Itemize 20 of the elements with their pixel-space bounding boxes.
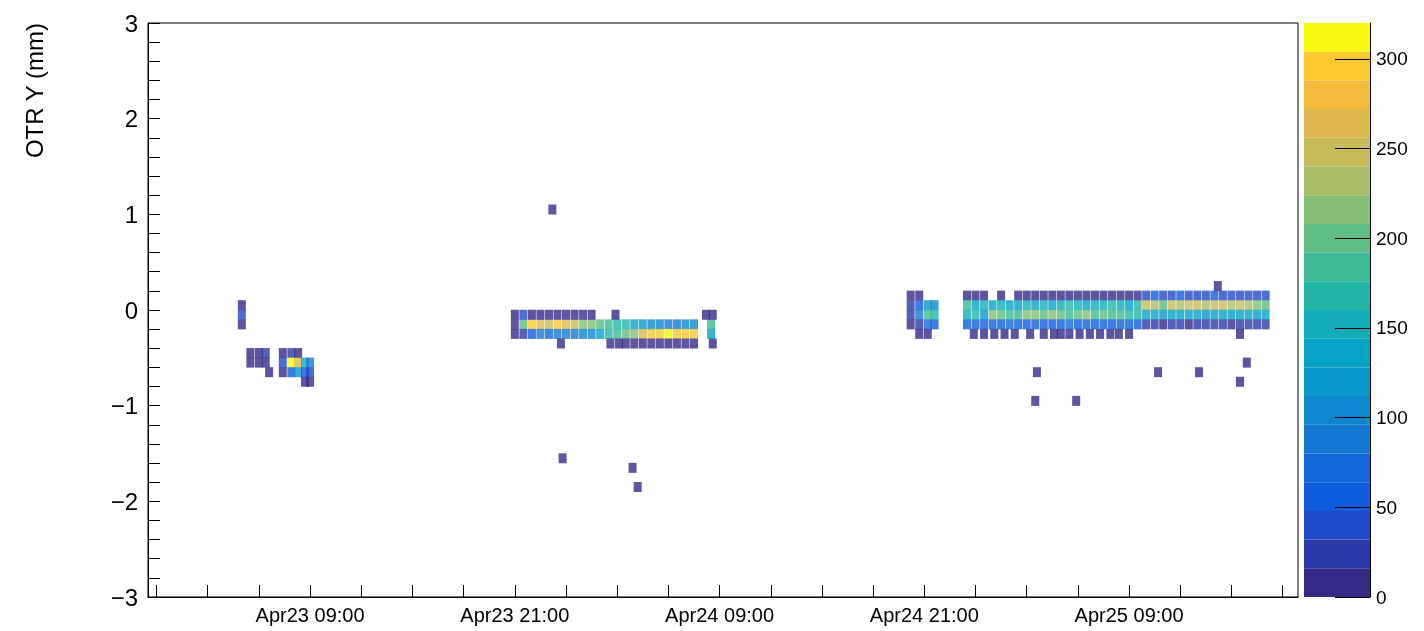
color-bar-label: 300 [1376, 48, 1408, 70]
color-bar-label: 100 [1376, 407, 1408, 429]
color-bar-label: 0 [1376, 586, 1387, 608]
y-tick-label: −1 [110, 392, 138, 420]
y-tick-label: 2 [124, 105, 138, 133]
x-tick-label: Apr25 09:00 [1074, 604, 1184, 626]
y-axis-title: OTR Y (mm) [20, 23, 48, 159]
color-bar-label: 200 [1376, 227, 1408, 249]
x-tick-label: Apr24 21:00 [869, 604, 979, 626]
x-tick-label: Apr23 21:00 [460, 604, 570, 626]
x-tick-label: Apr23 09:00 [255, 604, 365, 626]
y-tick-label: 3 [124, 9, 138, 37]
y-tick-label: 1 [124, 200, 138, 228]
color-bar-label: 50 [1376, 496, 1398, 518]
y-tick-label: 0 [124, 296, 138, 324]
color-bar-label: 250 [1376, 138, 1408, 160]
y-tick-label: −3 [110, 583, 138, 611]
x-tick-label: Apr24 09:00 [665, 604, 775, 626]
y-tick-label: −2 [110, 487, 138, 515]
color-bar-label: 150 [1376, 317, 1408, 339]
